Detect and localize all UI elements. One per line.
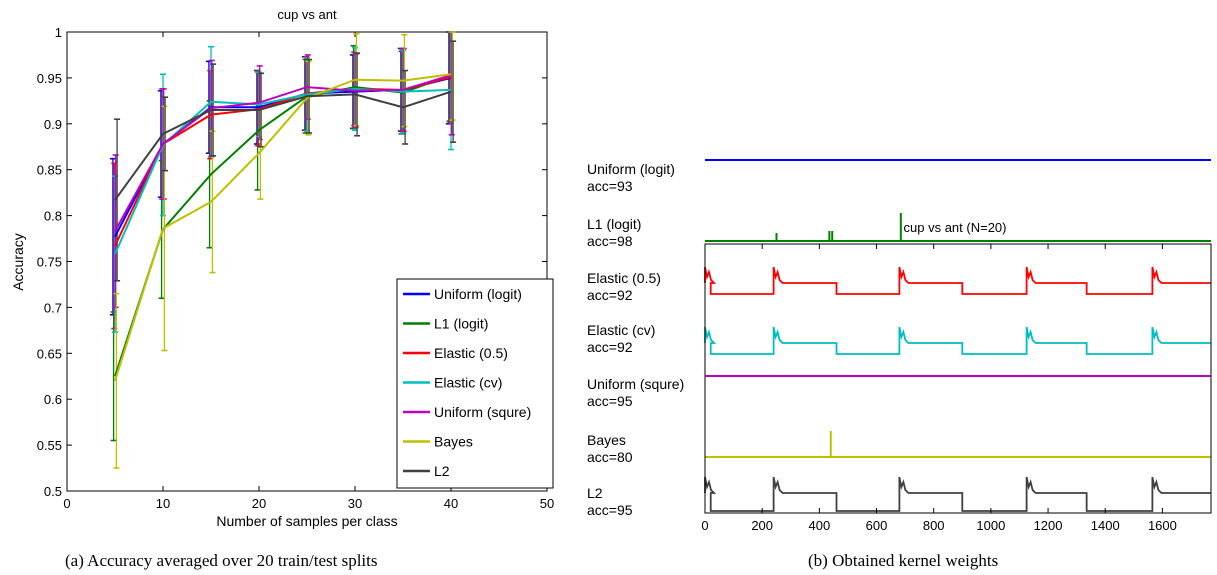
- legend-label: Uniform (squre): [434, 404, 531, 420]
- legend-label: Elastic (cv): [434, 375, 502, 391]
- kernel-weights-chart: cup vs ant (N=20) Uniform (logit)acc=93 L…: [587, 159, 1212, 533]
- row-acc-label: acc=92: [587, 287, 633, 303]
- row-acc-label: acc=95: [587, 393, 633, 409]
- chart-a-legend: Uniform (logit) L1 (logit) Elastic (0.5) El…: [396, 278, 554, 489]
- x-tick-label: 50: [540, 496, 554, 511]
- row-label: Elastic (cv): [587, 322, 655, 338]
- x-tick-label: 800: [923, 518, 945, 533]
- x-tick-label: 0: [63, 496, 70, 511]
- row-acc-label: acc=93: [587, 178, 633, 194]
- chart-a-xlabel: Number of samples per class: [216, 513, 397, 529]
- row-label: Uniform (logit): [587, 161, 675, 177]
- y-tick-label: 0.85: [37, 163, 62, 178]
- y-tick-label: 0.9: [44, 117, 62, 132]
- y-tick-label: 0.7: [44, 300, 62, 315]
- caption-right: (b) Obtained kernel weights: [808, 551, 998, 570]
- x-tick-label: 30: [348, 496, 362, 511]
- y-tick-label: 0.55: [37, 438, 62, 453]
- x-tick-label: 20: [252, 496, 266, 511]
- row-acc-label: acc=95: [587, 502, 633, 518]
- x-tick-label: 200: [751, 518, 773, 533]
- x-tick-label: 40: [444, 496, 458, 511]
- x-tick-label: 1400: [1091, 518, 1120, 533]
- y-tick-label: 0.8: [44, 209, 62, 224]
- weight-step-line: [704, 266, 1211, 295]
- y-tick-label: 0.5: [44, 484, 62, 499]
- row-label: L1 (logit): [587, 216, 641, 232]
- row-label: L2: [587, 485, 603, 501]
- caption-left: (a) Accuracy averaged over 20 train/test…: [65, 551, 377, 570]
- weight-step-line: [704, 476, 1211, 512]
- row-acc-label: acc=92: [587, 339, 633, 355]
- legend-label: Elastic (0.5): [434, 345, 508, 361]
- chart-a-title: cup vs ant: [277, 7, 337, 22]
- y-tick-label: 0.75: [37, 255, 62, 270]
- weight-step-line: [704, 326, 1211, 355]
- chart-b-plot-area: [704, 243, 1212, 514]
- x-tick-label: 600: [866, 518, 888, 533]
- y-tick-label: 0.95: [37, 71, 62, 86]
- legend-label: Uniform (logit): [434, 286, 522, 302]
- row-acc-label: acc=98: [587, 233, 633, 249]
- row-label: Uniform (squre): [587, 376, 684, 392]
- legend-label: L2: [434, 463, 450, 479]
- y-tick-label: 1: [55, 25, 62, 40]
- legend-label: L1 (logit): [434, 316, 488, 332]
- x-tick-label: 1600: [1148, 518, 1177, 533]
- legend-label: Bayes: [434, 434, 473, 450]
- series-line: [114, 74, 452, 232]
- y-tick-label: 0.6: [44, 392, 62, 407]
- series-line: [114, 90, 452, 201]
- y-tick-label: 0.65: [37, 346, 62, 361]
- x-tick-label: 10: [156, 496, 170, 511]
- x-tick-label: 400: [808, 518, 830, 533]
- chart-b-title: cup vs ant (N=20): [904, 220, 1007, 235]
- row-label: Elastic (0.5): [587, 270, 661, 286]
- series-line: [114, 73, 452, 382]
- row-acc-label: acc=80: [587, 449, 633, 465]
- x-tick-label: 1200: [1034, 518, 1063, 533]
- x-tick-label: 0: [701, 518, 708, 533]
- x-tick-label: 1000: [976, 518, 1005, 533]
- accuracy-chart: cup vs ant 0 10 20 30 40 50 0.5 0.55 0.6 0.65 0.7 0…: [10, 7, 554, 529]
- chart-a-ylabel: Accuracy: [10, 233, 26, 291]
- row-label: Bayes: [587, 432, 626, 448]
